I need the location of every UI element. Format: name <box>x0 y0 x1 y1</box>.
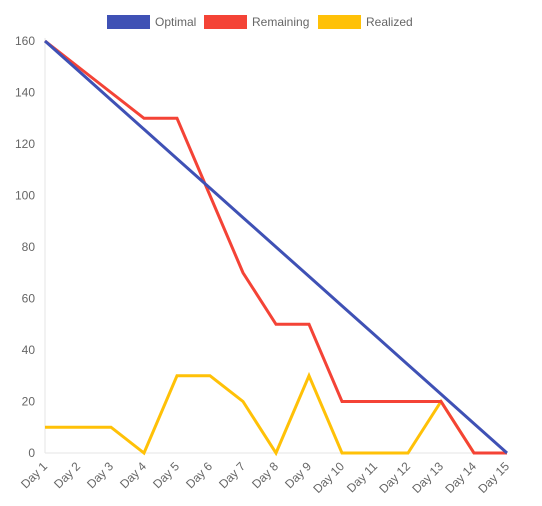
series-layer <box>44 39 508 457</box>
x-tick-label: Day 14 <box>442 459 479 496</box>
x-tick-label: Day 2 <box>51 459 83 491</box>
y-tick-label: 60 <box>22 292 36 306</box>
x-tick-label: Day 11 <box>344 459 380 495</box>
y-tick-label: 0 <box>28 446 35 460</box>
y-tick-label: 80 <box>22 240 36 254</box>
x-tick-label: Day 7 <box>216 459 248 491</box>
series-line-optimal <box>44 39 508 455</box>
y-tick-label: 140 <box>15 86 35 100</box>
x-tick-label: Day 8 <box>249 459 281 491</box>
legend: Optimal Remaining Realized <box>107 15 413 29</box>
y-tick-label: 120 <box>15 137 35 151</box>
legend-swatch-realized <box>318 15 361 29</box>
x-tick-label: Day 10 <box>310 459 347 496</box>
y-tick-label: 100 <box>15 189 35 203</box>
legend-swatch-remaining <box>204 15 247 29</box>
x-tick-label: Day 1 <box>18 459 50 491</box>
x-tick-label: Day 12 <box>376 459 413 496</box>
legend-label-optimal: Optimal <box>155 15 196 29</box>
x-tick-label: Day 5 <box>150 459 182 491</box>
legend-swatch-optimal <box>107 15 150 29</box>
y-tick-label: 40 <box>22 343 36 357</box>
series-line-remaining <box>44 39 507 455</box>
y-tick-label: 160 <box>15 34 35 48</box>
series-line-realized <box>45 371 507 457</box>
x-tick-label: Day 3 <box>84 459 116 491</box>
x-tick-label: Day 13 <box>409 459 446 496</box>
x-tick-label: Day 15 <box>475 459 512 496</box>
legend-label-realized: Realized <box>366 15 413 29</box>
x-tick-label: Day 4 <box>117 459 149 491</box>
x-tick-label: Day 6 <box>183 459 215 491</box>
y-tick-label: 20 <box>22 395 36 409</box>
legend-label-remaining: Remaining <box>252 15 309 29</box>
